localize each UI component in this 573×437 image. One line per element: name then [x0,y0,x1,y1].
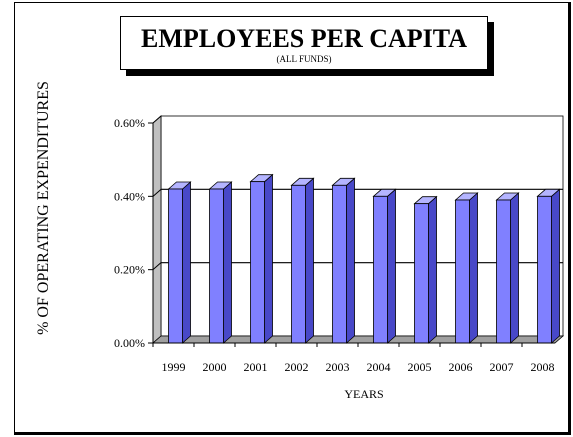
bar [167,181,192,344]
bar-front [414,203,429,344]
bar-side [428,195,437,344]
bar-front [455,199,470,344]
bar-front [373,195,388,344]
y-axis-label: % OF OPERATING EXPENDITURES [35,81,52,335]
bar-side [305,177,314,344]
gridline-side [152,188,162,197]
x-tick-label: 2008 [531,360,555,374]
bar-side [551,188,560,344]
bar [495,192,520,344]
bar-front [291,184,306,344]
bar [372,188,397,344]
bar-side [223,181,232,344]
bar [536,188,561,344]
bar-side [510,192,519,344]
bar-front [496,199,511,344]
bar-front [209,188,224,344]
x-tick-label: 1999 [162,360,186,374]
bar [331,177,356,344]
x-tick-label: 2003 [326,360,350,374]
bars [167,173,561,344]
bar [208,181,233,344]
bar-side [346,177,355,344]
bar-side [264,173,273,344]
x-tick-label: 2002 [285,360,309,374]
bar-front [250,181,265,344]
chart-subtitle: (ALL FUNDS) [276,54,332,64]
bar-front [168,188,183,344]
x-tick-label: 2007 [490,360,514,374]
x-tick-label: 2000 [203,360,227,374]
x-tick-labels: 1999 2000 2001 2002 2003 2004 2005 2006 2007 2008 [162,360,555,374]
gridline-side [152,115,162,124]
x-axis-label: YEARS [344,387,383,401]
bar-front [537,195,552,344]
chart-title: EMPLOYEES PER CAPITA [141,24,467,53]
title-box: EMPLOYEES PER CAPITA (ALL FUNDS) [120,16,488,70]
bar-side [387,188,396,344]
bar [249,173,274,344]
bar [413,195,438,344]
y-tick-label: 0.60% [114,116,145,130]
y-tick-label: 0.20% [114,263,145,277]
y-tick-label: 0.40% [114,189,145,203]
y-tick-label: 0.00% [114,336,145,350]
x-tick-label: 2001 [244,360,268,374]
y-tick-labels: 0.00% 0.20% 0.40% 0.60% [114,116,145,350]
bar [454,192,479,344]
x-tick-label: 2004 [367,360,391,374]
axes [148,122,555,347]
bar-front [332,184,347,344]
side-wall [152,115,162,344]
x-tick-label: 2005 [408,360,432,374]
gridline-side [152,262,162,271]
bar [290,177,315,344]
bar-side [469,192,478,344]
bar-side [182,181,191,344]
x-tick-label: 2006 [449,360,473,374]
